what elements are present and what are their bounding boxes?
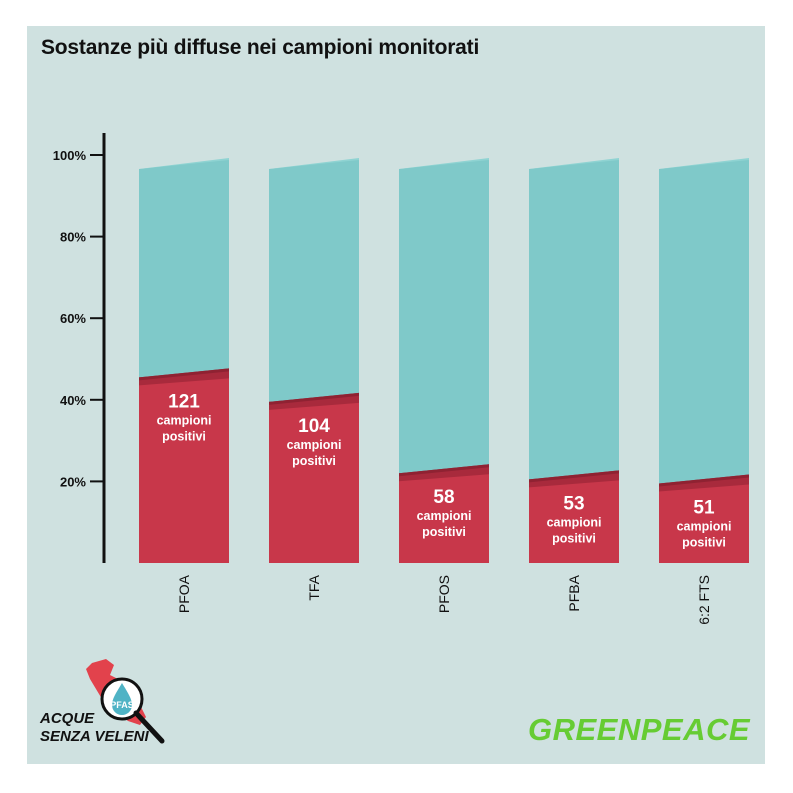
chart-title: Sostanze più diffuse nei campioni monito… (41, 36, 480, 59)
campaign-name: ACQUE SENZA VELENI (40, 710, 149, 746)
bar-remainder-cap (659, 160, 749, 170)
bar-positive-edge (399, 464, 489, 477)
bar-remainder (399, 169, 489, 474)
data-label-count: 53 (563, 493, 584, 514)
y-tick-label: 60% (60, 311, 86, 326)
bar-remainder-top (659, 158, 749, 169)
x-tick-label: PFOS (436, 575, 452, 613)
x-tick-label: PFBA (566, 574, 582, 611)
bar-positive-edge (659, 474, 749, 487)
x-tick-label: 6:2 FTS (696, 575, 712, 625)
data-label-line-2: positivi (292, 454, 336, 468)
pfas-badge: PFAS (110, 700, 134, 710)
data-label-count: 58 (433, 487, 454, 508)
bar-remainder-cap (399, 160, 489, 170)
bar-remainder (139, 169, 229, 378)
data-label-line-2: positivi (682, 535, 726, 549)
bar-remainder-cap (529, 160, 619, 170)
bar-positive-edge (269, 392, 359, 405)
bar-positive-edge (529, 470, 619, 483)
bar-remainder (529, 169, 619, 480)
data-label-count: 104 (298, 416, 330, 437)
data-label-line-2: positivi (552, 531, 596, 545)
data-label-count: 121 (168, 391, 200, 412)
data-label-line-1: campioni (547, 515, 602, 529)
water-drop-icon (112, 683, 132, 715)
data-label-line-1: campioni (157, 413, 212, 427)
data-label-line-1: campioni (417, 509, 472, 523)
bar-positive-edge (139, 368, 229, 381)
bar-remainder-top (529, 158, 619, 169)
bar-remainder (269, 169, 359, 402)
y-tick-label: 20% (60, 474, 86, 489)
bar-positive (529, 479, 619, 563)
x-tick-label: TFA (306, 574, 322, 600)
bar-positive (659, 483, 749, 563)
data-label-count: 51 (693, 497, 715, 518)
y-tick-label: 40% (60, 393, 86, 408)
campaign-line-1: ACQUE (40, 710, 95, 727)
bar-remainder (659, 169, 749, 484)
data-label-line-1: campioni (677, 519, 732, 533)
data-label-line-1: campioni (287, 438, 342, 452)
bar-remainder-cap (269, 160, 359, 170)
data-label-line-2: positivi (422, 525, 466, 539)
acque-senza-veleni-logo: PFAS (36, 655, 176, 760)
campaign-line-2: SENZA VELENI (40, 728, 149, 745)
data-label-line-2: positivi (162, 429, 206, 443)
y-tick-label: 100% (53, 148, 87, 163)
x-tick-label: PFOA (176, 574, 192, 613)
bar-positive (399, 473, 489, 563)
greenpeace-logo: GREENPEACE (528, 712, 751, 747)
bar-remainder-top (139, 158, 229, 169)
bar-remainder-top (269, 158, 359, 169)
y-tick-label: 80% (60, 230, 86, 245)
bar-remainder-cap (139, 160, 229, 170)
bar-positive (269, 401, 359, 563)
bar-positive (139, 377, 229, 563)
bar-remainder-top (399, 158, 489, 169)
